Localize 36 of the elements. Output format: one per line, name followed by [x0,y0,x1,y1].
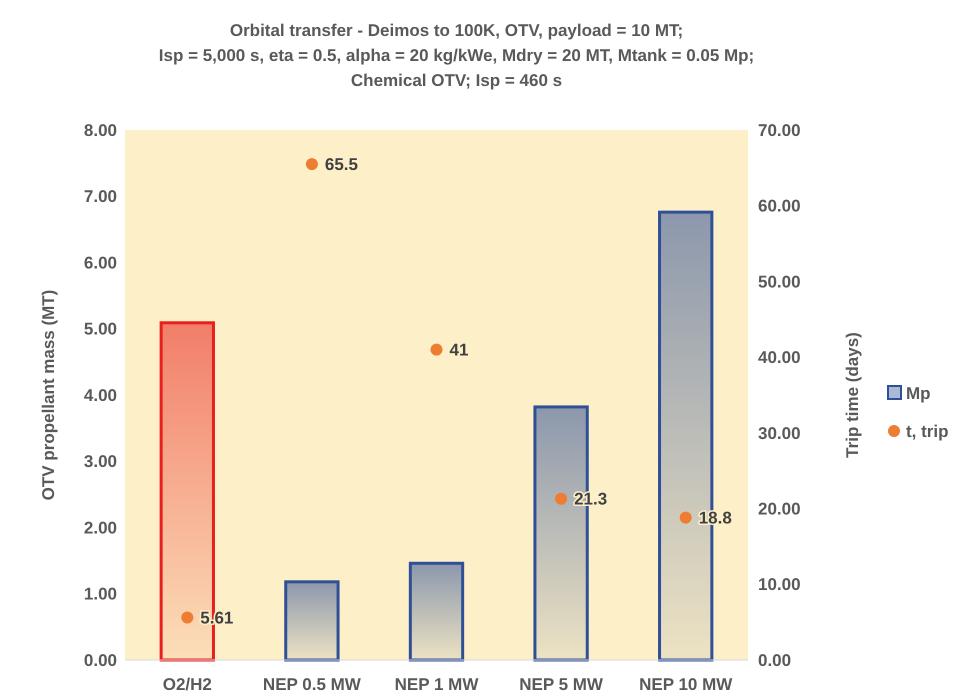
y2-tick-label: 30.00 [758,424,801,443]
data-label: 41 [450,340,468,360]
y2-tick-label: 20.00 [758,500,801,519]
x-tick-label: NEP 10 MW [639,675,734,694]
y2-axis-title: Trip time (days) [843,332,862,458]
y2-tick-label: 60.00 [758,196,801,216]
legend-label: Mp [906,384,931,403]
chart-title: Orbital transfer - Deimos to 100K, OTV, payload = 10 MT; Isp = 5,000 s, eta = 0.5, alpha = 20 kg/kWe, Mdry = 20 MT, Mtank = 0.05 Mp; Chemical OTV; Isp = 460 s [158,21,754,90]
y-tick-label: 5.00 [84,320,117,339]
point [555,492,568,505]
y-tick-label: 6.00 [84,253,117,272]
y-tick-label: 2.00 [84,518,117,538]
y-tick-label: 4.00 [84,386,117,405]
x-tick-label: NEP 5 MW [519,675,604,694]
x-tick-label: NEP 1 MW [394,675,480,694]
data-label: 65.5 [324,155,358,174]
bar [284,580,340,662]
y2-tick-label: 40.00 [758,348,801,368]
y2-tick-label: 0.00 [758,650,792,670]
point [430,344,442,356]
point [306,158,318,170]
x-tick-label: NEP 0.5 MW [262,675,362,694]
y2-tick-label: 50.00 [758,272,801,292]
y-tick-label: 0.00 [84,650,117,670]
y-tick-label: 7.00 [84,187,117,206]
y-axis-title: OTV propellant mass (MT) [39,290,58,500]
point [680,512,692,524]
y2-tick-label: 70.00 [758,120,801,140]
y-tick-label: 3.00 [84,452,117,472]
y-tick-label: 8.00 [84,120,117,140]
point [181,612,194,624]
x-tick-label: O2/H2 [162,675,212,694]
y2-tick-label: 10.00 [758,575,801,594]
bar [408,562,464,662]
y-tick-label: 1.00 [84,584,117,604]
legend-label: t, trip [906,422,948,441]
